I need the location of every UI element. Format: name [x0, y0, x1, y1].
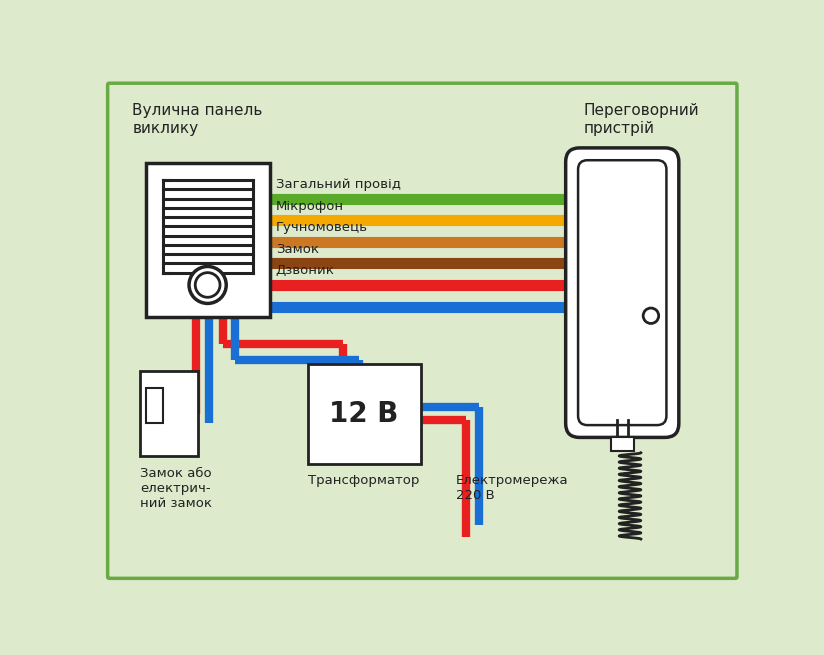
- Text: Електромережа
220 В: Електромережа 220 В: [456, 474, 569, 502]
- FancyBboxPatch shape: [308, 364, 421, 464]
- Text: Переговорний
пристрій: Переговорний пристрій: [583, 103, 699, 136]
- Text: Дзвоник: Дзвоник: [276, 264, 335, 277]
- Text: Замок: Замок: [276, 243, 319, 255]
- FancyBboxPatch shape: [578, 160, 667, 425]
- FancyBboxPatch shape: [108, 83, 737, 578]
- Text: Замок або
електрич-
ний замок: Замок або електрич- ний замок: [140, 466, 213, 510]
- FancyBboxPatch shape: [146, 163, 269, 317]
- Circle shape: [644, 308, 658, 324]
- Text: 12 В: 12 В: [330, 400, 399, 428]
- FancyBboxPatch shape: [611, 438, 634, 451]
- FancyBboxPatch shape: [147, 388, 163, 422]
- Circle shape: [189, 267, 227, 303]
- FancyBboxPatch shape: [140, 371, 199, 456]
- FancyBboxPatch shape: [565, 148, 679, 438]
- Text: Гучномовець: Гучномовець: [276, 221, 368, 234]
- Text: Трансформатор: Трансформатор: [308, 474, 420, 487]
- Text: Загальний провід: Загальний провід: [276, 178, 400, 191]
- Circle shape: [195, 272, 220, 297]
- Text: Мікрофон: Мікрофон: [276, 200, 344, 213]
- Text: Вулична панель
виклику: Вулична панель виклику: [133, 103, 263, 136]
